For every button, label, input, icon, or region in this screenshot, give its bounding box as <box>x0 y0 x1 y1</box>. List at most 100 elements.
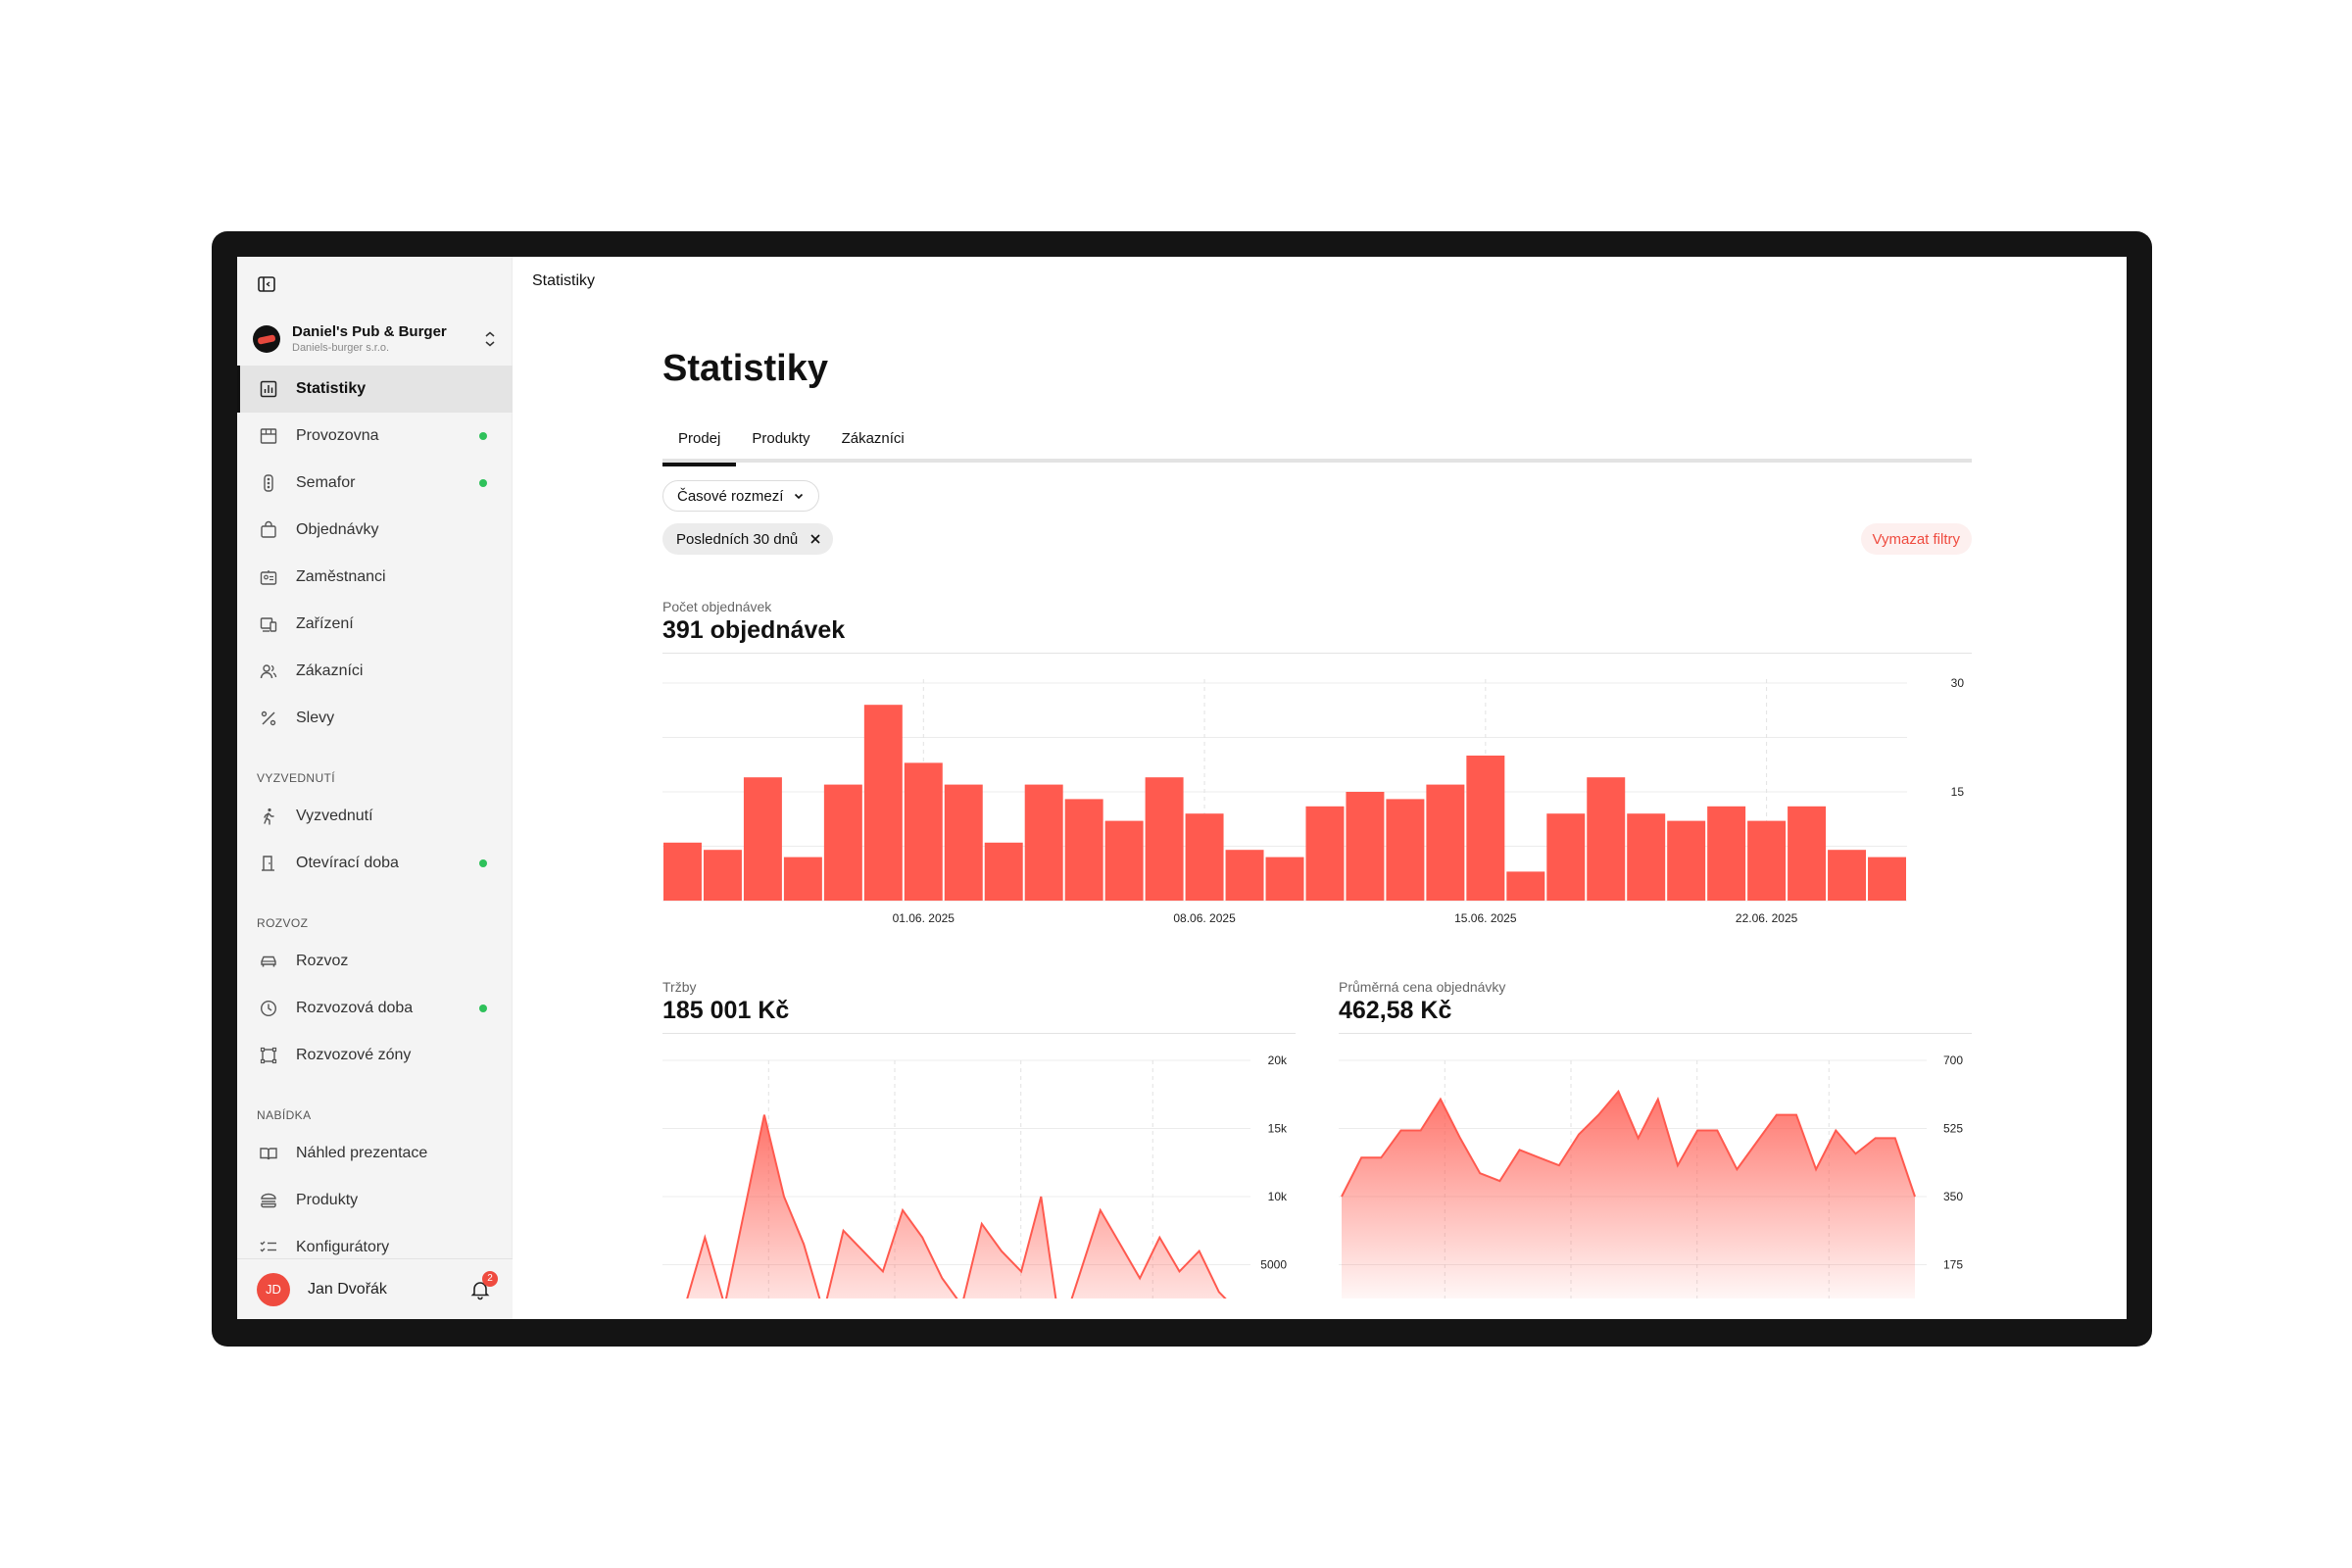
status-dot <box>479 1004 487 1012</box>
sidebar-item-produkty[interactable]: Produkty <box>237 1177 513 1224</box>
sidebar-item-label: Produkty <box>296 1192 359 1208</box>
bar <box>823 784 862 901</box>
tab-prodej[interactable]: Prodej <box>662 427 737 466</box>
bar <box>1587 777 1626 901</box>
sidebar-item-label: Vyzvednutí <box>296 808 373 824</box>
tab-zakaznici[interactable]: Zákazníci <box>841 430 905 447</box>
bar <box>1466 756 1505 901</box>
bar <box>1386 799 1425 901</box>
sidebar-item-oteviraci-doba[interactable]: Otevírací doba <box>237 840 513 887</box>
breadcrumb: Statistiky <box>532 272 596 289</box>
bar <box>944 784 983 901</box>
orders-label: Počet objednávek <box>662 599 772 614</box>
section-header-menu: NABÍDKA <box>257 1108 312 1122</box>
sidebar-item-objednavky[interactable]: Objednávky <box>237 507 513 554</box>
user-name[interactable]: Jan Dvořák <box>308 1280 387 1298</box>
organization-switcher[interactable]: Daniel's Pub & Burger Daniels-burger s.r… <box>253 319 498 359</box>
bar <box>1546 813 1586 901</box>
x-tick-label: 01.06. 2025 <box>893 911 956 925</box>
time-range-dropdown[interactable]: Časové rozmezí <box>662 480 820 512</box>
sidebar-item-label: Zaměstnanci <box>296 568 386 585</box>
bar <box>1104 820 1144 901</box>
y-tick-label: 15 <box>1951 785 1965 799</box>
tab-produkty[interactable]: Produkty <box>752 430 810 447</box>
status-dot <box>479 479 487 487</box>
bar <box>743 777 782 901</box>
y-tick-label: 700 <box>1943 1054 1963 1067</box>
bar <box>1627 813 1666 901</box>
sidebar-item-rozvozova-doba[interactable]: Rozvozová doba <box>237 985 513 1032</box>
user-footer: JD Jan Dvořák 2 <box>237 1258 513 1319</box>
sidebar-toggle-icon[interactable] <box>257 274 276 294</box>
bar <box>1506 871 1545 901</box>
bar <box>1064 799 1103 901</box>
sidebar-item-zarizeni[interactable]: Zařízení <box>237 601 513 648</box>
series-line <box>1341 1089 1916 1198</box>
notifications-button[interactable]: 2 <box>469 1270 498 1300</box>
active-filter-label: Posledních 30 dnů <box>676 530 799 548</box>
page-title: Statistiky <box>662 348 828 389</box>
sidebar-item-statistiky[interactable]: Statistiky <box>237 366 513 413</box>
avg-price-label: Průměrná cena objednávky <box>1339 979 1506 995</box>
y-tick-label: 175 <box>1943 1258 1963 1272</box>
sidebar-item-nahled-prezentace[interactable]: Náhled prezentace <box>237 1130 513 1177</box>
avatar[interactable]: JD <box>257 1272 290 1306</box>
sidebar-item-label: Slevy <box>296 710 335 726</box>
sidebar-item-label: Zákazníci <box>296 662 364 679</box>
percent-icon <box>261 710 276 726</box>
sidebar-item-label: Semafor <box>296 474 356 491</box>
sidebar-item-label: Rozvozová doba <box>296 1000 414 1016</box>
area-fill <box>1342 1091 1915 1298</box>
sidebar-item-provozovna[interactable]: Provozovna <box>237 413 513 460</box>
orders-value: 391 objednávek <box>662 616 846 644</box>
sidebar-item-slevy[interactable]: Slevy <box>237 695 513 742</box>
orders-chart-card: Počet objednávek 391 objednávek 01.06. 2… <box>662 598 1972 935</box>
revenue-label: Tržby <box>662 979 697 995</box>
y-tick-label: 525 <box>1943 1122 1963 1136</box>
zone-icon <box>260 1047 277 1064</box>
y-tick-label: 30 <box>1951 676 1965 690</box>
y-tick-label: 10k <box>1268 1190 1288 1203</box>
main-area: Statistiky Statistiky Prodej Produkty Zá… <box>513 257 2127 1319</box>
bar <box>1868 857 1906 901</box>
bar <box>1828 850 1867 901</box>
sidebar-item-konfiguratory[interactable]: Konfigurátory <box>237 1224 513 1271</box>
traffic-light-icon <box>264 474 273 492</box>
sidebar-item-zakaznici[interactable]: Zákazníci <box>237 648 513 695</box>
id-card-icon <box>260 570 277 585</box>
orders-bar-chart: 01.06. 2025 08.06. 2025 15.06. 2025 22.06. … <box>662 676 1965 925</box>
close-icon[interactable] <box>809 533 821 545</box>
car-icon <box>261 956 276 967</box>
status-dot <box>479 432 487 440</box>
bar <box>783 857 822 901</box>
clock-icon <box>260 1000 277 1017</box>
bar <box>1305 806 1345 901</box>
bar <box>1426 784 1465 901</box>
walking-icon <box>264 808 274 825</box>
chart-icon <box>260 380 277 398</box>
x-tick-label: 15.06. 2025 <box>1454 911 1517 925</box>
book-icon <box>260 1148 277 1160</box>
door-icon <box>262 856 274 871</box>
x-tick-label: 08.06. 2025 <box>1173 911 1236 925</box>
sidebar-item-label: Otevírací doba <box>296 855 399 871</box>
bar <box>663 842 702 901</box>
sidebar-item-semafor[interactable]: Semafor <box>237 460 513 507</box>
checklist-icon <box>260 1241 276 1252</box>
sidebar-item-label: Zařízení <box>296 615 354 632</box>
sidebar-item-label: Objednávky <box>296 521 379 538</box>
sidebar-item-rozvozove-zony[interactable]: Rozvozové zóny <box>237 1032 513 1079</box>
area-fill <box>665 1114 1239 1319</box>
app-screen: Daniel's Pub & Burger Daniels-burger s.r… <box>237 257 2127 1319</box>
sidebar-item-rozvoz[interactable]: Rozvoz <box>237 938 513 985</box>
section-header-delivery: ROZVOZ <box>257 916 309 930</box>
sidebar-item-zamestnanci[interactable]: Zaměstnanci <box>237 554 513 601</box>
active-filter-chip[interactable]: Posledních 30 dnů <box>662 523 834 555</box>
clear-filters-button[interactable]: Vymazat filtry <box>1860 523 1972 555</box>
revenue-chart-card: Tržby 185 001 Kč 20k 15k 10k 5000 <box>662 978 1296 1319</box>
sidebar-item-vyzvednuti[interactable]: Vyzvednutí <box>237 793 513 840</box>
bar <box>984 842 1023 901</box>
avg-price-value: 462,58 Kč <box>1339 997 1452 1024</box>
bar <box>1145 777 1184 901</box>
chevron-up-down-icon <box>485 331 495 347</box>
